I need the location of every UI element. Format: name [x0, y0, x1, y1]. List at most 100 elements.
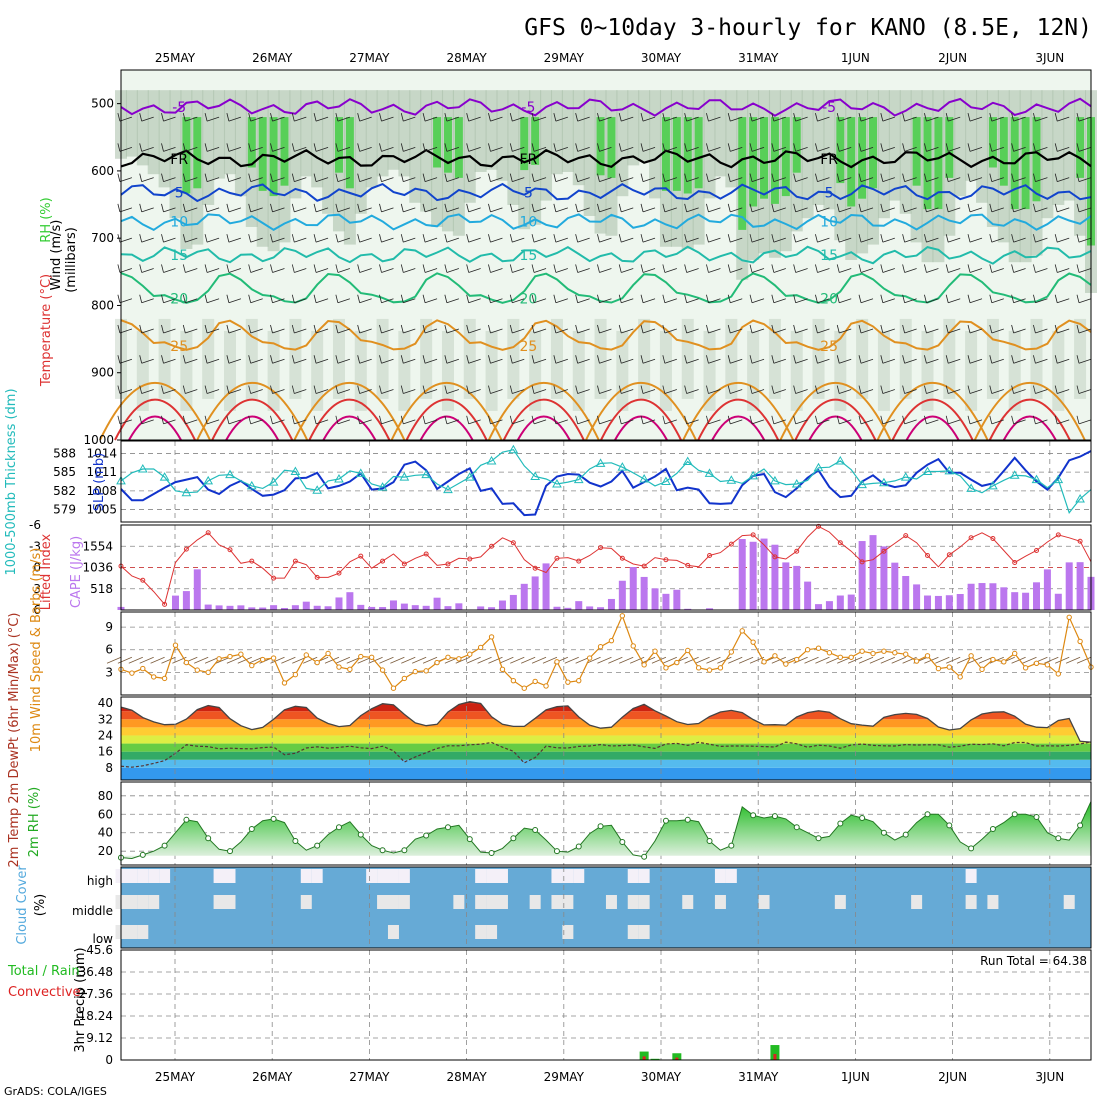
- wind-barb: [555, 237, 568, 243]
- slp-tick-label: 1005: [86, 503, 117, 517]
- dome-magenta: [905, 415, 960, 441]
- wind-barb: [860, 419, 874, 425]
- clear-high-cell: [224, 869, 236, 883]
- wind-barb-flag: [400, 173, 404, 182]
- wind-barb: [882, 116, 895, 122]
- wind-barb-flag: [945, 294, 949, 303]
- rh-lower-cell: [158, 318, 171, 399]
- wind-barb-flag: [706, 324, 709, 334]
- cape-bar: [858, 541, 866, 610]
- wind-barb: [1011, 656, 1026, 664]
- wind-speed-point: [728, 649, 735, 655]
- wind-barb: [533, 298, 547, 304]
- wind-barb-flag: [902, 143, 906, 152]
- wind-barb: [446, 268, 459, 273]
- wind-barb-flag: [248, 415, 252, 424]
- dome-magenta: [1002, 415, 1057, 441]
- clear-high-cell: [159, 869, 171, 883]
- wind-barb: [315, 116, 329, 122]
- rh-lower-cell: [223, 330, 236, 411]
- wind-barb: [315, 146, 329, 152]
- wind-barb: [490, 116, 503, 122]
- wind-barb-flag: [684, 264, 688, 273]
- wind-barb-flag: [1054, 112, 1058, 122]
- wind-barb-flag: [749, 112, 753, 122]
- clear-low-cell: [126, 925, 138, 939]
- rh-moist-cell: [345, 117, 354, 189]
- wind-barb-flag: [597, 415, 600, 424]
- cape-bar: [978, 583, 986, 610]
- wind-barb-flag: [836, 234, 840, 243]
- wind-barb: [163, 328, 176, 334]
- wind-barb: [315, 237, 329, 243]
- wind-barb: [664, 177, 677, 183]
- lifted-index-point: [1012, 560, 1018, 566]
- wind-barb-flag: [989, 355, 993, 364]
- precip-total-bar: [650, 1058, 660, 1060]
- rh-point: [270, 815, 277, 822]
- wind-barb-flag: [880, 112, 884, 122]
- wind-barb: [686, 389, 699, 394]
- wind-barb: [882, 389, 895, 394]
- wind-barb: [194, 656, 209, 664]
- thickness-tick-label: 585: [53, 465, 76, 479]
- wind-barb: [141, 207, 154, 213]
- cape-bar: [934, 595, 942, 610]
- wind-barb: [119, 328, 133, 334]
- wind-barb: [468, 328, 481, 334]
- axis-title: (millibars): [64, 227, 79, 293]
- wind-speed-point: [521, 685, 527, 691]
- wind-barb-flag: [248, 112, 252, 122]
- lifted-index-point: [990, 535, 996, 541]
- wind-barb-flag: [1033, 324, 1036, 334]
- wind-barb: [206, 207, 220, 213]
- wind-barb-flag: [793, 385, 797, 394]
- dome-red: [600, 398, 682, 441]
- wind-barb: [642, 146, 656, 152]
- panel-frame: [120, 949, 1092, 1061]
- wind-barb-flag: [771, 264, 775, 273]
- wind-barb: [533, 419, 547, 425]
- rh-shade-cell: [507, 90, 520, 205]
- wind-barb: [730, 328, 743, 334]
- isotherm-label: 25: [820, 339, 838, 355]
- wind-barb-flag: [400, 234, 404, 243]
- thickness-point: [900, 472, 911, 481]
- lifted-index-point: [380, 558, 386, 564]
- wind-barb: [206, 328, 220, 334]
- thickness-point: [137, 464, 148, 473]
- wind-barb: [839, 177, 852, 183]
- wind-barb: [817, 207, 830, 213]
- wind-barb: [141, 328, 154, 334]
- wind-barb-flag: [335, 203, 339, 213]
- wind-barb: [424, 177, 438, 183]
- wind-barb: [490, 237, 503, 243]
- wind-barb: [490, 146, 503, 152]
- wind-barb-flag: [466, 415, 470, 424]
- wind-barb: [272, 298, 285, 304]
- wind-barb-flag: [161, 203, 164, 213]
- rh-lower-cell: [550, 318, 563, 399]
- cape-bar: [477, 606, 485, 610]
- rh-lower-cell: [202, 318, 215, 399]
- wind-barb-flag: [967, 203, 971, 213]
- wind-barb: [206, 358, 220, 364]
- wind-barb: [1078, 177, 1092, 183]
- x-tick-label-bottom: 2JUN: [938, 1070, 967, 1084]
- wind-barb-flag: [662, 234, 666, 243]
- wind-barb: [359, 268, 372, 273]
- precip-convective-bar: [675, 1057, 679, 1060]
- rh-moist-cell: [280, 117, 289, 186]
- wind-barb: [512, 419, 525, 425]
- wind-barb: [686, 177, 699, 183]
- wind-barb-flag: [139, 294, 143, 303]
- rh-point: [575, 843, 582, 850]
- wind-barb-flag: [182, 173, 186, 182]
- wind-barb-flag: [182, 324, 186, 334]
- cape-bar: [869, 535, 877, 610]
- wind-barb-flag: [1076, 264, 1080, 273]
- wind-speed-point: [1077, 638, 1083, 645]
- lifted-index-point: [903, 533, 909, 539]
- wind-barb-flag: [291, 143, 295, 152]
- rh-lower-cell: [1074, 318, 1087, 399]
